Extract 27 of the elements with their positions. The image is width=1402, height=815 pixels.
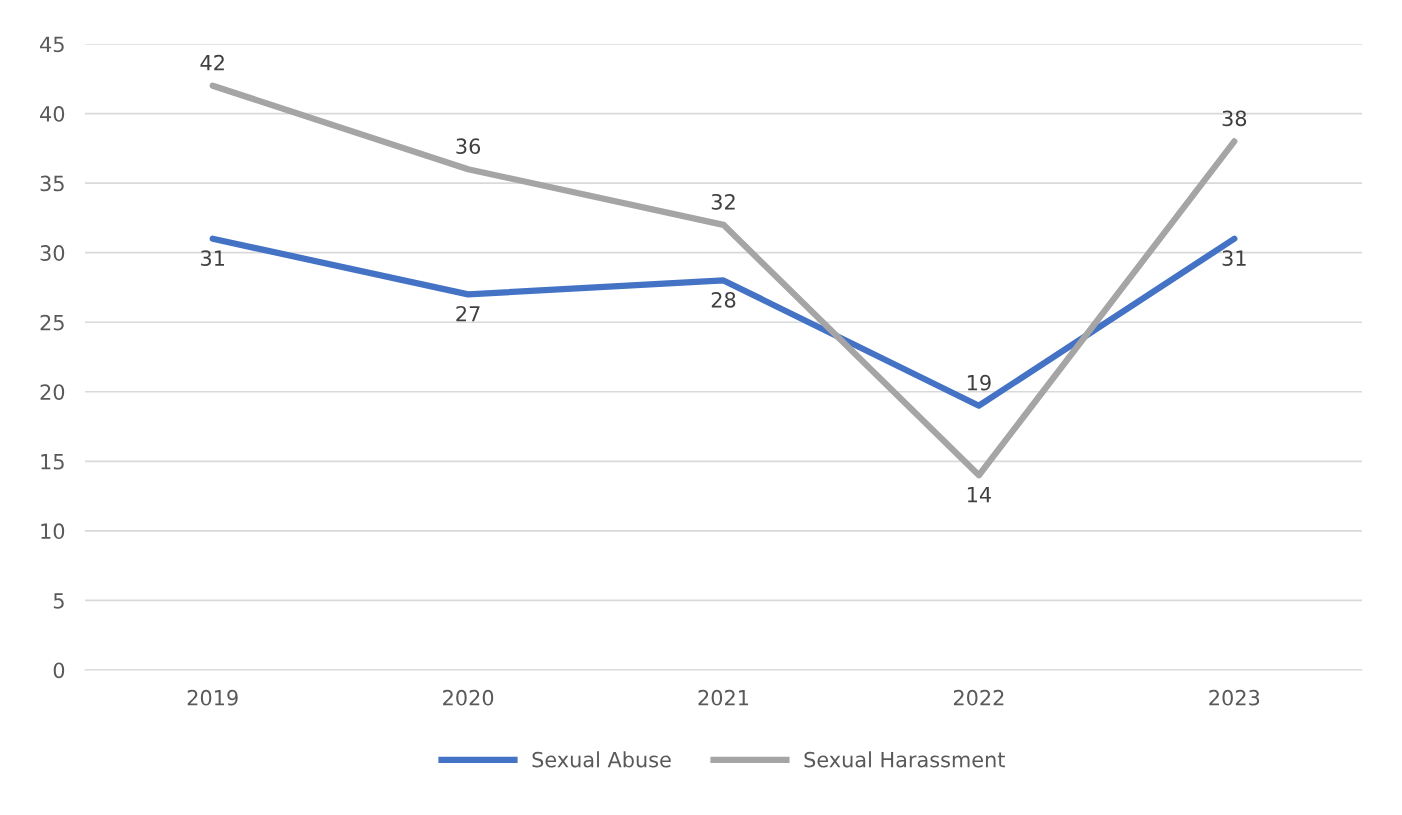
y-tick-label: 0 bbox=[53, 662, 65, 679]
data-label: 36 bbox=[456, 138, 481, 155]
legend-label: Sexual Abuse bbox=[532, 751, 671, 768]
y-tick-label: 40 bbox=[40, 106, 65, 122]
legend-label: Sexual Harassment bbox=[804, 751, 1005, 768]
data-label: 27 bbox=[456, 305, 480, 322]
y-tick-label: 25 bbox=[40, 314, 64, 331]
y-tick-label: 30 bbox=[40, 245, 65, 261]
data-label: 31 bbox=[1222, 250, 1246, 266]
x-tick-label: 2019 bbox=[187, 689, 238, 706]
data-label: 32 bbox=[711, 193, 735, 210]
x-tick-label: 2023 bbox=[1209, 689, 1260, 706]
data-label: 42 bbox=[200, 54, 224, 71]
data-label: 38 bbox=[1222, 110, 1247, 127]
data-label: 14 bbox=[967, 487, 991, 503]
y-tick-label: 45 bbox=[40, 36, 64, 53]
x-tick-label: 2020 bbox=[443, 689, 494, 706]
y-tick-label: 5 bbox=[53, 593, 64, 609]
y-tick-label: 15 bbox=[41, 454, 64, 470]
x-tick-label: 2021 bbox=[698, 689, 749, 706]
y-tick-label: 10 bbox=[41, 523, 65, 540]
data-label: 28 bbox=[711, 291, 736, 308]
y-tick-label: 20 bbox=[40, 384, 65, 400]
y-tick-label: 35 bbox=[40, 175, 64, 192]
x-tick-label: 2022 bbox=[953, 689, 1004, 706]
data-label: 31 bbox=[201, 250, 225, 266]
data-label: 19 bbox=[967, 374, 991, 391]
